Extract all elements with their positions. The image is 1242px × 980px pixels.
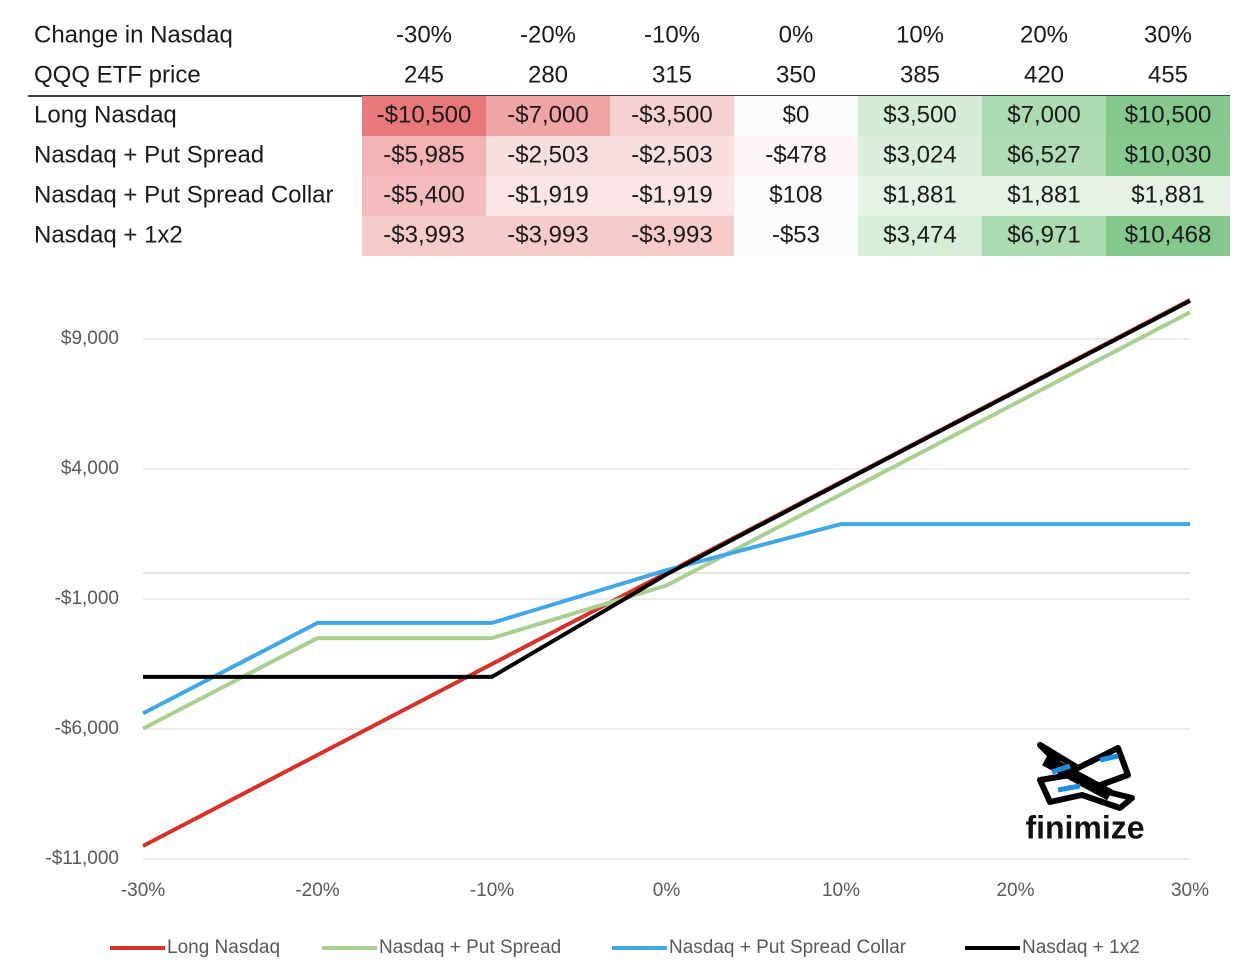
x-tick-label: -20% — [295, 880, 339, 901]
cell-fill — [858, 176, 982, 216]
table-cell: -$3,500 — [631, 101, 712, 128]
cell-fill — [1106, 216, 1230, 256]
table-cell: $10,468 — [1125, 221, 1212, 248]
cell-fill — [1106, 176, 1230, 216]
table-cell: -$1,919 — [507, 181, 588, 208]
cell-fill — [734, 216, 858, 256]
y-tick-label: -$6,000 — [55, 718, 119, 739]
cell-fill — [486, 216, 610, 256]
header-cell: 245 — [404, 61, 444, 88]
x-tick-label: 10% — [822, 880, 860, 901]
cell-fill — [486, 176, 610, 216]
cell-fill — [362, 216, 486, 256]
cell-fill — [982, 96, 1106, 136]
legend-label: Nasdaq + Put Spread — [379, 937, 561, 958]
cell-fill — [982, 176, 1106, 216]
header-cell: 10% — [896, 21, 944, 48]
row-label: Nasdaq + 1x2 — [34, 221, 183, 248]
legend-label: Nasdaq + 1x2 — [1022, 937, 1140, 958]
table-cell: -$10,500 — [377, 101, 472, 128]
header-cell: 30% — [1144, 21, 1192, 48]
cell-fill — [610, 176, 734, 216]
table-cell: $3,500 — [883, 101, 956, 128]
header-cell: 455 — [1148, 61, 1188, 88]
header-cell: 385 — [900, 61, 940, 88]
table-cell: $3,024 — [883, 141, 956, 168]
y-tick-label: $4,000 — [61, 458, 119, 479]
cell-fill — [858, 136, 982, 176]
table-cell: -$3,993 — [507, 221, 588, 248]
cell-fill — [858, 96, 982, 136]
table-cell: -$53 — [772, 221, 820, 248]
x-tick-label: 0% — [653, 880, 681, 901]
table-cell: -$7,000 — [507, 101, 588, 128]
table-cell: -$1,919 — [631, 181, 712, 208]
header-cell: 420 — [1024, 61, 1064, 88]
table-cell: -$2,503 — [631, 141, 712, 168]
series-line — [143, 299, 1191, 679]
table-cell: -$5,400 — [383, 181, 464, 208]
cell-fill — [486, 136, 610, 176]
header-cell: -20% — [520, 21, 576, 48]
table-cell: $10,500 — [1125, 101, 1212, 128]
y-tick-label: -$1,000 — [55, 588, 119, 609]
cell-fill — [486, 96, 610, 136]
row-label: Nasdaq + Put Spread Collar — [34, 181, 334, 208]
cell-fill — [858, 216, 982, 256]
header-cell: 20% — [1020, 21, 1068, 48]
x-tick-label: -10% — [470, 880, 514, 901]
cell-fill — [734, 176, 858, 216]
table-cell: $7,000 — [1007, 101, 1080, 128]
cell-fill — [982, 216, 1106, 256]
cell-fill — [610, 96, 734, 136]
cell-fill — [610, 216, 734, 256]
header-cell: 0% — [779, 21, 814, 48]
header-cell: Change in Nasdaq — [34, 21, 233, 48]
series-line — [142, 522, 1190, 716]
cell-fill — [362, 136, 486, 176]
table-cell: $1,881 — [883, 181, 956, 208]
header-cell: 350 — [776, 61, 816, 88]
table-cell: -$2,503 — [507, 141, 588, 168]
header-cell: 315 — [652, 61, 692, 88]
header-cell: -30% — [396, 21, 452, 48]
header-cell: -10% — [644, 21, 700, 48]
table-cell: $3,474 — [883, 221, 956, 248]
table-cell: $10,030 — [1125, 141, 1212, 168]
table-cell: $6,527 — [1007, 141, 1080, 168]
x-tick-label: 20% — [996, 880, 1034, 901]
table-cell: $1,881 — [1007, 181, 1080, 208]
header-cell: QQQ ETF price — [34, 61, 201, 88]
x-tick-label: 30% — [1171, 880, 1209, 901]
cell-fill — [610, 136, 734, 176]
table-cell: $108 — [769, 181, 822, 208]
table-cell: -$3,993 — [383, 221, 464, 248]
header-cell: 280 — [528, 61, 568, 88]
cell-fill — [1106, 96, 1230, 136]
x-tick-label: -30% — [121, 880, 165, 901]
table-cell: $1,881 — [1131, 181, 1204, 208]
legend-label: Nasdaq + Put Spread Collar — [669, 937, 907, 958]
table-cell: -$3,993 — [631, 221, 712, 248]
legend-label: Long Nasdaq — [167, 937, 280, 958]
y-tick-label: $9,000 — [61, 328, 119, 349]
row-label: Nasdaq + Put Spread — [34, 141, 264, 168]
series-line — [142, 310, 1191, 731]
logo-text: finimize — [1025, 809, 1144, 845]
cell-fill — [734, 136, 858, 176]
cell-fill — [734, 96, 858, 136]
row-label: Long Nasdaq — [34, 101, 177, 128]
cell-fill — [362, 176, 486, 216]
cell-fill — [1106, 136, 1230, 176]
table-cell: $6,971 — [1007, 221, 1080, 248]
table-cell: $0 — [783, 101, 810, 128]
y-tick-label: -$11,000 — [45, 848, 119, 869]
logo-icon — [1037, 742, 1135, 811]
table-cell: -$5,985 — [383, 141, 464, 168]
cell-fill — [982, 136, 1106, 176]
cell-fill — [362, 96, 486, 136]
table-cell: -$478 — [765, 141, 826, 168]
